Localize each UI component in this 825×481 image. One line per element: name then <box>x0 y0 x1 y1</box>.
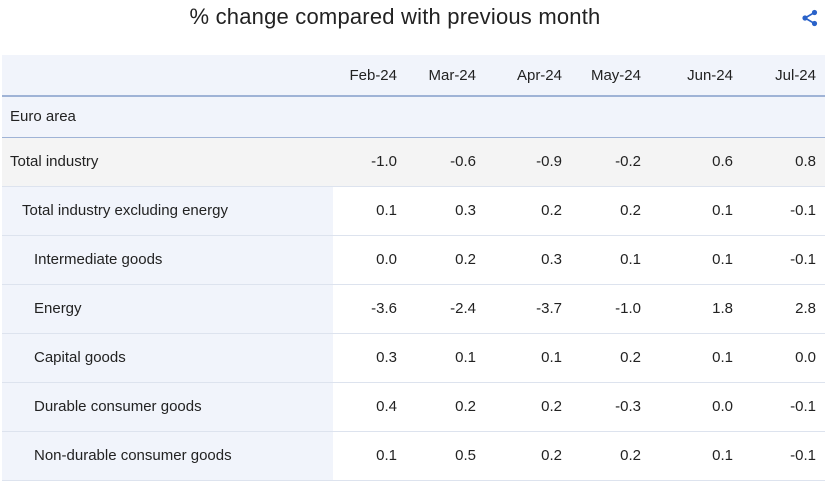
data-cell: -0.6 <box>406 137 485 187</box>
data-cell: 0.3 <box>333 333 406 383</box>
column-header: Jun-24 <box>650 55 742 97</box>
data-cell: -0.3 <box>571 382 650 432</box>
data-cell: 0.8 <box>742 137 825 187</box>
table-row: Energy -3.6 -2.4 -3.7 -1.0 1.8 2.8 <box>2 284 825 334</box>
data-cell: 0.3 <box>485 235 571 285</box>
table-row: Intermediate goods 0.0 0.2 0.3 0.1 0.1 -0.1 <box>2 235 825 285</box>
data-cell: 0.0 <box>650 382 742 432</box>
data-cell: 2.8 <box>742 284 825 334</box>
row-label: Energy <box>2 284 333 334</box>
table-row: Total industry excluding energy 0.1 0.3 0.2… <box>2 186 825 236</box>
data-cell: 0.2 <box>571 186 650 236</box>
column-header: May-24 <box>571 55 650 97</box>
data-cell: -2.4 <box>406 284 485 334</box>
data-cell: -0.1 <box>742 382 825 432</box>
data-cell: 0.1 <box>650 186 742 236</box>
data-cell: 0.1 <box>485 333 571 383</box>
data-cell: 0.2 <box>485 382 571 432</box>
data-cell: -0.2 <box>571 137 650 187</box>
data-cell: 0.1 <box>650 333 742 383</box>
row-label: Capital goods <box>2 333 333 383</box>
data-cell: 0.0 <box>333 235 406 285</box>
data-table: Feb-24 Mar-24 Apr-24 May-24 Jun-24 Jul-2… <box>2 55 825 481</box>
column-header-row: Feb-24 Mar-24 Apr-24 May-24 Jun-24 Jul-2… <box>2 55 825 97</box>
data-cell: 0.2 <box>485 431 571 481</box>
data-cell: 0.5 <box>406 431 485 481</box>
data-cell: 0.1 <box>406 333 485 383</box>
data-cell: 0.2 <box>406 235 485 285</box>
data-cell: 0.1 <box>650 431 742 481</box>
data-cell: 1.8 <box>650 284 742 334</box>
table-row: Non-durable consumer goods 0.1 0.5 0.2 0.2 0.… <box>2 431 825 481</box>
data-cell: -0.9 <box>485 137 571 187</box>
data-cell: 0.1 <box>333 431 406 481</box>
corner-header-cell <box>2 55 333 97</box>
chart-title: % change compared with previous month <box>189 4 601 29</box>
table-row: Capital goods 0.3 0.1 0.1 0.2 0.1 0.0 <box>2 333 825 383</box>
data-cell: -0.1 <box>742 186 825 236</box>
data-cell: 0.2 <box>571 431 650 481</box>
data-cell: 0.2 <box>485 186 571 236</box>
data-cell: -1.0 <box>333 137 406 187</box>
column-header: Jul-24 <box>742 55 825 97</box>
table-row: Durable consumer goods 0.4 0.2 0.2 -0.3 0.0 -0… <box>2 382 825 432</box>
data-cell: 0.3 <box>406 186 485 236</box>
row-label: Non-durable consumer goods <box>2 431 333 481</box>
column-header: Apr-24 <box>485 55 571 97</box>
data-cell: 0.2 <box>571 333 650 383</box>
data-cell: -0.1 <box>742 431 825 481</box>
share-icon[interactable] <box>800 8 820 28</box>
data-cell: -0.1 <box>742 235 825 285</box>
data-cell: 0.1 <box>571 235 650 285</box>
data-cell: 0.0 <box>742 333 825 383</box>
row-label: Total industry <box>2 137 333 187</box>
data-cell: -3.6 <box>333 284 406 334</box>
data-cell: 0.1 <box>650 235 742 285</box>
data-cell: 0.1 <box>333 186 406 236</box>
data-cell: 0.4 <box>333 382 406 432</box>
data-cell: 0.2 <box>406 382 485 432</box>
row-label: Total industry excluding energy <box>2 186 333 236</box>
group-label: Euro area <box>2 96 825 138</box>
table-row: Total industry -1.0 -0.6 -0.9 -0.2 0.6 0.8 <box>2 137 825 187</box>
data-cell: -3.7 <box>485 284 571 334</box>
group-row: Euro area <box>2 96 825 138</box>
row-label: Intermediate goods <box>2 235 333 285</box>
row-label: Durable consumer goods <box>2 382 333 432</box>
column-header: Mar-24 <box>406 55 485 97</box>
column-header: Feb-24 <box>333 55 406 97</box>
data-cell: -1.0 <box>571 284 650 334</box>
data-cell: 0.6 <box>650 137 742 187</box>
